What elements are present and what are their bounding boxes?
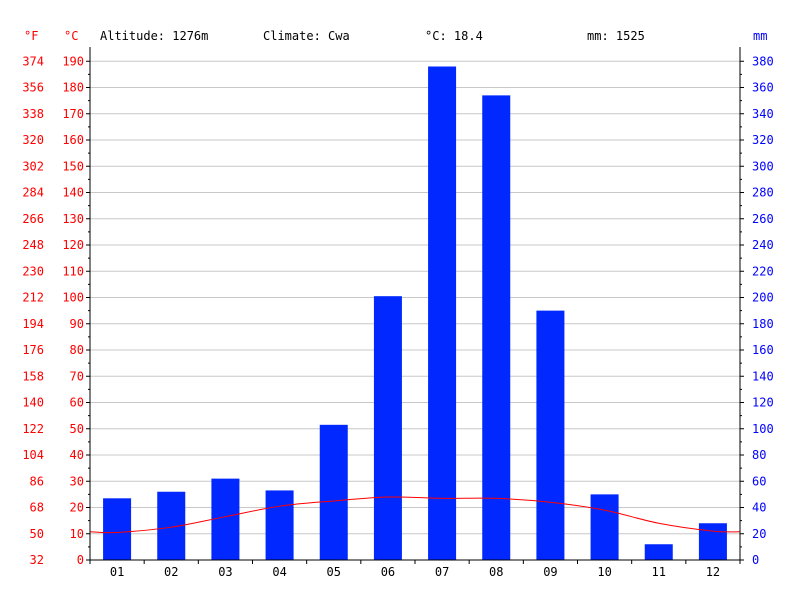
fahrenheit-tick-label: 86 xyxy=(30,474,44,488)
precipitation-bar xyxy=(319,424,348,560)
mm-tick-label: 200 xyxy=(752,291,774,305)
fahrenheit-tick-label: 320 xyxy=(22,133,44,147)
celsius-tick-label: 0 xyxy=(77,553,84,567)
celsius-tick-label: 180 xyxy=(62,81,84,95)
month-tick-label: 07 xyxy=(435,565,449,579)
month-tick-label: 08 xyxy=(489,565,503,579)
fahrenheit-tick-label: 32 xyxy=(30,553,44,567)
celsius-tick-label: 80 xyxy=(70,343,84,357)
precipitation-bar xyxy=(428,66,457,560)
fahrenheit-tick-label: 230 xyxy=(22,264,44,278)
mm-tick-label: 20 xyxy=(752,527,766,541)
mm-tick-label: 220 xyxy=(752,264,774,278)
mm-tick-label: 160 xyxy=(752,343,774,357)
temperature-average-label: °C: 18.4 xyxy=(425,29,483,43)
mm-tick-label: 280 xyxy=(752,186,774,200)
mm-tick-label: 240 xyxy=(752,238,774,252)
precipitation-bars xyxy=(103,66,727,560)
mm-tick-label: 380 xyxy=(752,54,774,68)
fahrenheit-tick-label: 50 xyxy=(30,527,44,541)
fahrenheit-tick-label: 140 xyxy=(22,396,44,410)
fahrenheit-tick-label: 284 xyxy=(22,186,44,200)
celsius-tick-label: 130 xyxy=(62,212,84,226)
altitude-label: Altitude: 1276m xyxy=(100,29,208,43)
precipitation-bar xyxy=(590,494,619,560)
mm-tick-label: 180 xyxy=(752,317,774,331)
fahrenheit-tick-label: 266 xyxy=(22,212,44,226)
mm-tick-label: 300 xyxy=(752,159,774,173)
celsius-tick-label: 10 xyxy=(70,527,84,541)
precipitation-bar xyxy=(536,310,565,560)
mm-tick-label: 360 xyxy=(752,81,774,95)
fahrenheit-tick-label: 302 xyxy=(22,159,44,173)
celsius-tick-label: 190 xyxy=(62,54,84,68)
precipitation-bar xyxy=(698,523,727,560)
precipitation-bar xyxy=(644,544,673,560)
precipitation-bar xyxy=(211,478,240,560)
celsius-tick-label: 150 xyxy=(62,159,84,173)
mm-tick-label: 60 xyxy=(752,474,766,488)
fahrenheit-tick-label: 248 xyxy=(22,238,44,252)
precipitation-total-label: mm: 1525 xyxy=(587,29,645,43)
mm-tick-label: 120 xyxy=(752,396,774,410)
month-tick-label: 01 xyxy=(110,565,124,579)
axes xyxy=(86,47,744,564)
climate-label: Climate: Cwa xyxy=(263,29,350,43)
celsius-tick-label: 160 xyxy=(62,133,84,147)
temperature-line xyxy=(89,496,741,534)
mm-tick-label: 320 xyxy=(752,133,774,147)
month-tick-label: 10 xyxy=(597,565,611,579)
fahrenheit-tick-label: 104 xyxy=(22,448,44,462)
celsius-tick-label: 60 xyxy=(70,396,84,410)
fahrenheit-tick-label: 374 xyxy=(22,54,44,68)
fahrenheit-tick-label: 176 xyxy=(22,343,44,357)
month-tick-label: 09 xyxy=(543,565,557,579)
fahrenheit-tick-label: 68 xyxy=(30,501,44,515)
temperature-line-layer xyxy=(89,496,741,534)
month-tick-label: 05 xyxy=(327,565,341,579)
mm-tick-label: 260 xyxy=(752,212,774,226)
mm-tick-label: 40 xyxy=(752,501,766,515)
fahrenheit-unit-label: °F xyxy=(24,29,38,43)
gridlines xyxy=(90,60,740,535)
celsius-tick-label: 110 xyxy=(62,264,84,278)
celsius-tick-label: 40 xyxy=(70,448,84,462)
mm-unit-label: mm xyxy=(753,29,767,43)
month-tick-label: 03 xyxy=(218,565,232,579)
month-tick-label: 11 xyxy=(652,565,666,579)
celsius-tick-label: 170 xyxy=(62,107,84,121)
fahrenheit-tick-label: 356 xyxy=(22,81,44,95)
month-tick-label: 02 xyxy=(164,565,178,579)
fahrenheit-tick-label: 158 xyxy=(22,369,44,383)
celsius-tick-label: 30 xyxy=(70,474,84,488)
celsius-tick-label: 70 xyxy=(70,369,84,383)
celsius-tick-label: 20 xyxy=(70,501,84,515)
precipitation-bar xyxy=(373,296,402,560)
mm-tick-label: 340 xyxy=(752,107,774,121)
fahrenheit-tick-label: 338 xyxy=(22,107,44,121)
mm-tick-label: 80 xyxy=(752,448,766,462)
mm-tick-label: 0 xyxy=(752,553,759,567)
celsius-tick-label: 120 xyxy=(62,238,84,252)
celsius-unit-label: °C xyxy=(64,29,78,43)
fahrenheit-tick-label: 122 xyxy=(22,422,44,436)
celsius-tick-label: 50 xyxy=(70,422,84,436)
month-tick-label: 12 xyxy=(706,565,720,579)
mm-tick-label: 100 xyxy=(752,422,774,436)
precipitation-bar xyxy=(103,498,132,560)
celsius-tick-label: 100 xyxy=(62,291,84,305)
celsius-tick-label: 90 xyxy=(70,317,84,331)
precipitation-bar xyxy=(482,95,511,560)
fahrenheit-tick-label: 212 xyxy=(22,291,44,305)
precipitation-bar xyxy=(265,490,294,560)
month-tick-label: 06 xyxy=(381,565,395,579)
fahrenheit-tick-label: 194 xyxy=(22,317,44,331)
celsius-tick-label: 140 xyxy=(62,186,84,200)
month-tick-label: 04 xyxy=(272,565,286,579)
mm-tick-label: 140 xyxy=(752,369,774,383)
